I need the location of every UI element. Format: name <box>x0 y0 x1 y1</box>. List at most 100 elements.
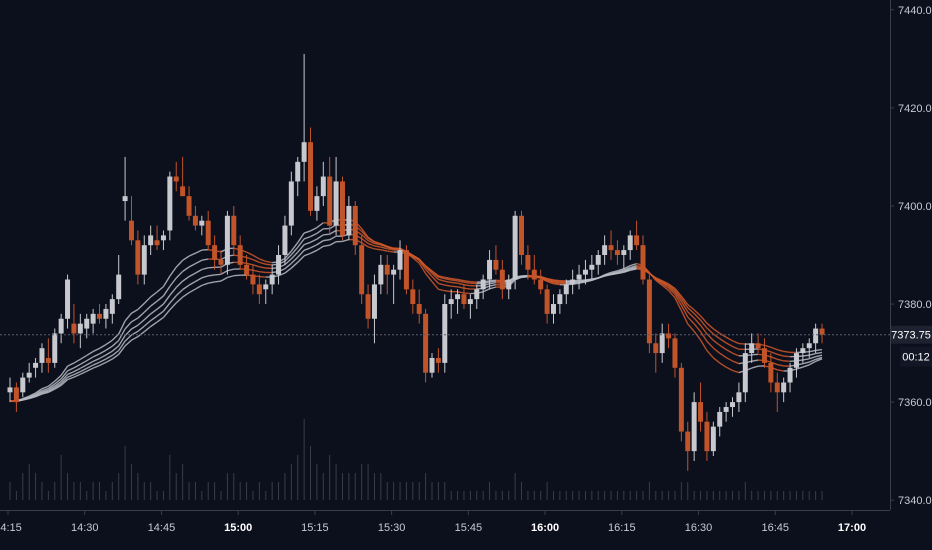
candle-body <box>320 176 326 197</box>
volume-bar <box>578 491 580 500</box>
ribbon-segment <box>41 387 49 392</box>
candle <box>602 235 608 265</box>
candle-body <box>90 313 96 324</box>
candle <box>333 156 339 236</box>
ribbon-segment <box>162 302 171 312</box>
ribbon-segment <box>431 276 439 284</box>
ribbon-segment <box>712 328 721 334</box>
ribbon-segment <box>617 271 624 275</box>
ribbon-segment <box>719 332 727 338</box>
candle-body <box>698 402 704 422</box>
candle-body <box>691 402 697 452</box>
candle-body <box>218 259 224 265</box>
candle <box>39 343 45 373</box>
volume-bar <box>99 482 101 500</box>
ribbon-segment <box>361 228 369 238</box>
ribbon-segment <box>310 232 318 238</box>
ribbon-segment <box>680 301 689 313</box>
candle <box>77 313 83 349</box>
candle-body <box>141 245 147 275</box>
time-axis[interactable]: 14:15 14:30 14:45 15:00 15:15 15:30 15:45 16:00… <box>0 510 866 534</box>
candle <box>525 245 531 280</box>
price-axis[interactable]: 7440.00 7420.00 7400.00 7380.00 7360.00 7340.… <box>890 5 932 507</box>
candle-body <box>787 367 793 383</box>
volume-bar <box>380 473 382 500</box>
ribbon-segment <box>425 265 433 272</box>
candle <box>173 161 179 192</box>
candle <box>793 348 799 378</box>
ribbon-segment <box>380 246 388 250</box>
volume-bar <box>246 482 248 500</box>
candle <box>314 186 320 221</box>
volume-bar <box>169 455 171 500</box>
volume-bar <box>712 491 714 500</box>
candle-body <box>403 250 409 290</box>
price-tick-label: 7420.00 <box>898 103 932 115</box>
volume-bar <box>86 491 88 500</box>
ribbon-segment <box>86 350 94 357</box>
ribbon-segment <box>770 356 778 360</box>
ribbon-segment <box>457 291 465 294</box>
volume-bar <box>322 473 324 500</box>
candle-body <box>646 279 652 344</box>
ribbon-segment <box>156 286 164 293</box>
ribbon-segment <box>54 374 62 382</box>
ribbon-segment <box>457 282 465 286</box>
ribbon-segment <box>284 258 292 266</box>
candle-body <box>167 176 173 231</box>
ribbon-segment <box>367 237 375 243</box>
candle <box>371 274 377 344</box>
candle <box>563 279 569 305</box>
candle-body <box>423 313 429 373</box>
volume-bar <box>540 491 542 500</box>
ribbon-segment <box>706 340 714 349</box>
ribbon-segment <box>259 258 267 263</box>
candle-body <box>550 304 556 314</box>
time-tick-label: 14:45 <box>148 522 176 534</box>
ribbon-segment <box>661 283 669 289</box>
volume-bar <box>821 491 823 500</box>
ribbon-segment <box>712 333 721 340</box>
ribbon-segment <box>770 361 778 366</box>
ribbon-segment <box>777 369 784 372</box>
volume-bar <box>143 482 145 500</box>
candle <box>186 186 192 221</box>
candle <box>282 215 288 265</box>
ribbon-segment <box>661 281 669 287</box>
candle <box>65 274 71 329</box>
ribbon-segment <box>92 347 100 353</box>
volume-bar <box>559 491 561 500</box>
volume-bar <box>393 482 395 500</box>
ribbon-segment <box>674 297 682 311</box>
ribbon-segment <box>700 315 708 324</box>
ribbon-segment <box>105 345 113 351</box>
volume-bar <box>533 491 535 500</box>
ribbon-segment <box>35 388 43 394</box>
ribbon-segment <box>99 358 107 363</box>
ribbon-segment <box>387 248 394 251</box>
ribbon-segment <box>156 310 164 317</box>
ribbon-segment <box>674 289 682 299</box>
candle <box>84 313 90 339</box>
candle-body <box>327 176 333 226</box>
ribbon-segment <box>546 279 554 283</box>
ribbon-segment <box>310 249 318 255</box>
ribbon-segment <box>195 268 203 274</box>
candle <box>192 205 198 231</box>
ribbon-segment <box>35 390 43 395</box>
candle-body <box>199 220 205 226</box>
ribbon-segment <box>201 282 209 287</box>
candle-body <box>813 328 819 344</box>
candle <box>621 245 627 270</box>
volume-bar <box>501 491 503 500</box>
ribbon-segment <box>310 238 318 243</box>
candle-body <box>525 255 531 270</box>
volume-bar <box>744 482 746 500</box>
volume-bar <box>565 491 567 500</box>
candle <box>544 284 550 324</box>
candle <box>346 196 352 241</box>
ribbon-segment <box>361 230 369 239</box>
ribbon-segment <box>451 285 458 288</box>
ribbon-segment <box>143 305 152 313</box>
